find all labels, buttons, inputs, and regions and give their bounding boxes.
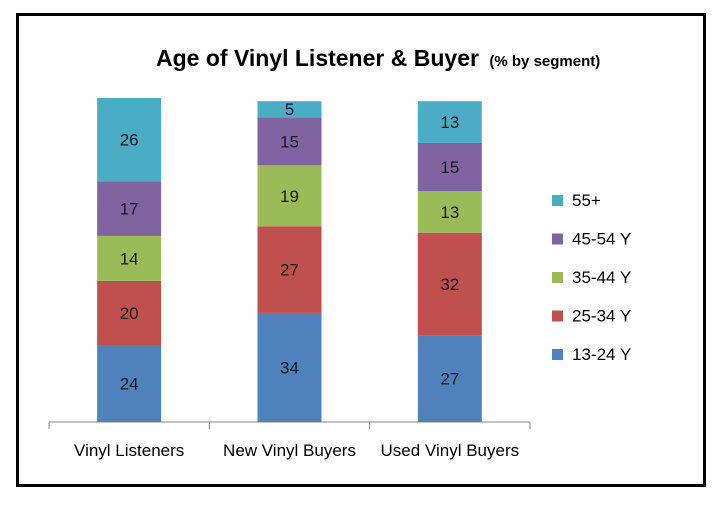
data-label: 27 — [280, 261, 299, 280]
bar-vinyl-listeners-35-44-y — [97, 235, 162, 281]
bar-vinyl-listeners-25-34-y — [97, 280, 162, 346]
legend-label-25-34-y: 25-34 Y — [572, 307, 631, 326]
legend-label-35-44-y: 35-44 Y — [572, 268, 631, 287]
data-label: 26 — [120, 131, 139, 150]
legend-label-45-54-y: 45-54 Y — [572, 230, 631, 249]
legend: 55+ 45-54 Y 35-44 Y 25-34 Y 13-24 Y — [552, 191, 631, 364]
bar-new-vinyl-buyers-13-24-y — [257, 312, 322, 422]
chart-title: Age of Vinyl Listener & Buyer (% by segm… — [156, 45, 600, 71]
data-label: 17 — [120, 200, 139, 219]
data-label: 19 — [280, 187, 299, 206]
legend-swatch-55 — [552, 195, 563, 206]
bar-used-vinyl-buyers-25-34-y — [417, 232, 482, 336]
data-label: 15 — [280, 132, 299, 151]
bar-vinyl-listeners-55 — [97, 98, 162, 182]
legend-swatch-35-44-y — [552, 272, 563, 283]
data-label: 20 — [120, 304, 139, 323]
bars-group: 24 20 14 17 26 34 27 19 15 5 27 32 13 15 13 — [97, 98, 482, 422]
data-label: 5 — [285, 100, 294, 119]
x-tick-label: New Vinyl Buyers — [223, 441, 356, 460]
data-label: 24 — [120, 375, 139, 394]
data-label: 32 — [440, 275, 459, 294]
legend-label-55: 55+ — [572, 191, 601, 210]
x-axis-labels: Vinyl Listeners New Vinyl Buyers Used Viny… — [74, 441, 519, 460]
bar-new-vinyl-buyers-35-44-y — [257, 165, 322, 227]
chart-title-subtitle: (% by segment) — [489, 53, 600, 70]
bar-used-vinyl-buyers-55 — [417, 101, 482, 143]
bar-new-vinyl-buyers-25-34-y — [257, 226, 322, 313]
legend-swatch-13-24-y — [552, 349, 563, 360]
bar-new-vinyl-buyers-45-54-y — [257, 117, 322, 166]
data-label: 13 — [440, 113, 459, 132]
data-label: 15 — [440, 158, 459, 177]
data-label: 34 — [280, 358, 299, 377]
legend-swatch-45-54-y — [552, 233, 563, 245]
bar-used-vinyl-buyers-13-24-y — [417, 335, 482, 422]
bar-vinyl-listeners-45-54-y — [97, 181, 162, 236]
data-label: 13 — [440, 203, 459, 222]
legend-swatch-25-34-y — [552, 310, 563, 322]
x-tick-label: Used Vinyl Buyers — [381, 441, 520, 460]
x-axis-ticks — [48, 422, 531, 429]
chart-title-main: Age of Vinyl Listener & Buyer — [156, 45, 479, 71]
data-label: 14 — [120, 249, 139, 268]
legend-label-13-24-y: 13-24 Y — [572, 345, 631, 364]
bar-vinyl-listeners-13-24-y — [97, 345, 162, 422]
x-tick-label: Vinyl Listeners — [74, 441, 184, 460]
bar-new-vinyl-buyers-55 — [257, 101, 322, 118]
bar-used-vinyl-buyers-35-44-y — [417, 191, 482, 233]
bar-used-vinyl-buyers-45-54-y — [417, 142, 482, 192]
data-label: 27 — [440, 370, 459, 389]
